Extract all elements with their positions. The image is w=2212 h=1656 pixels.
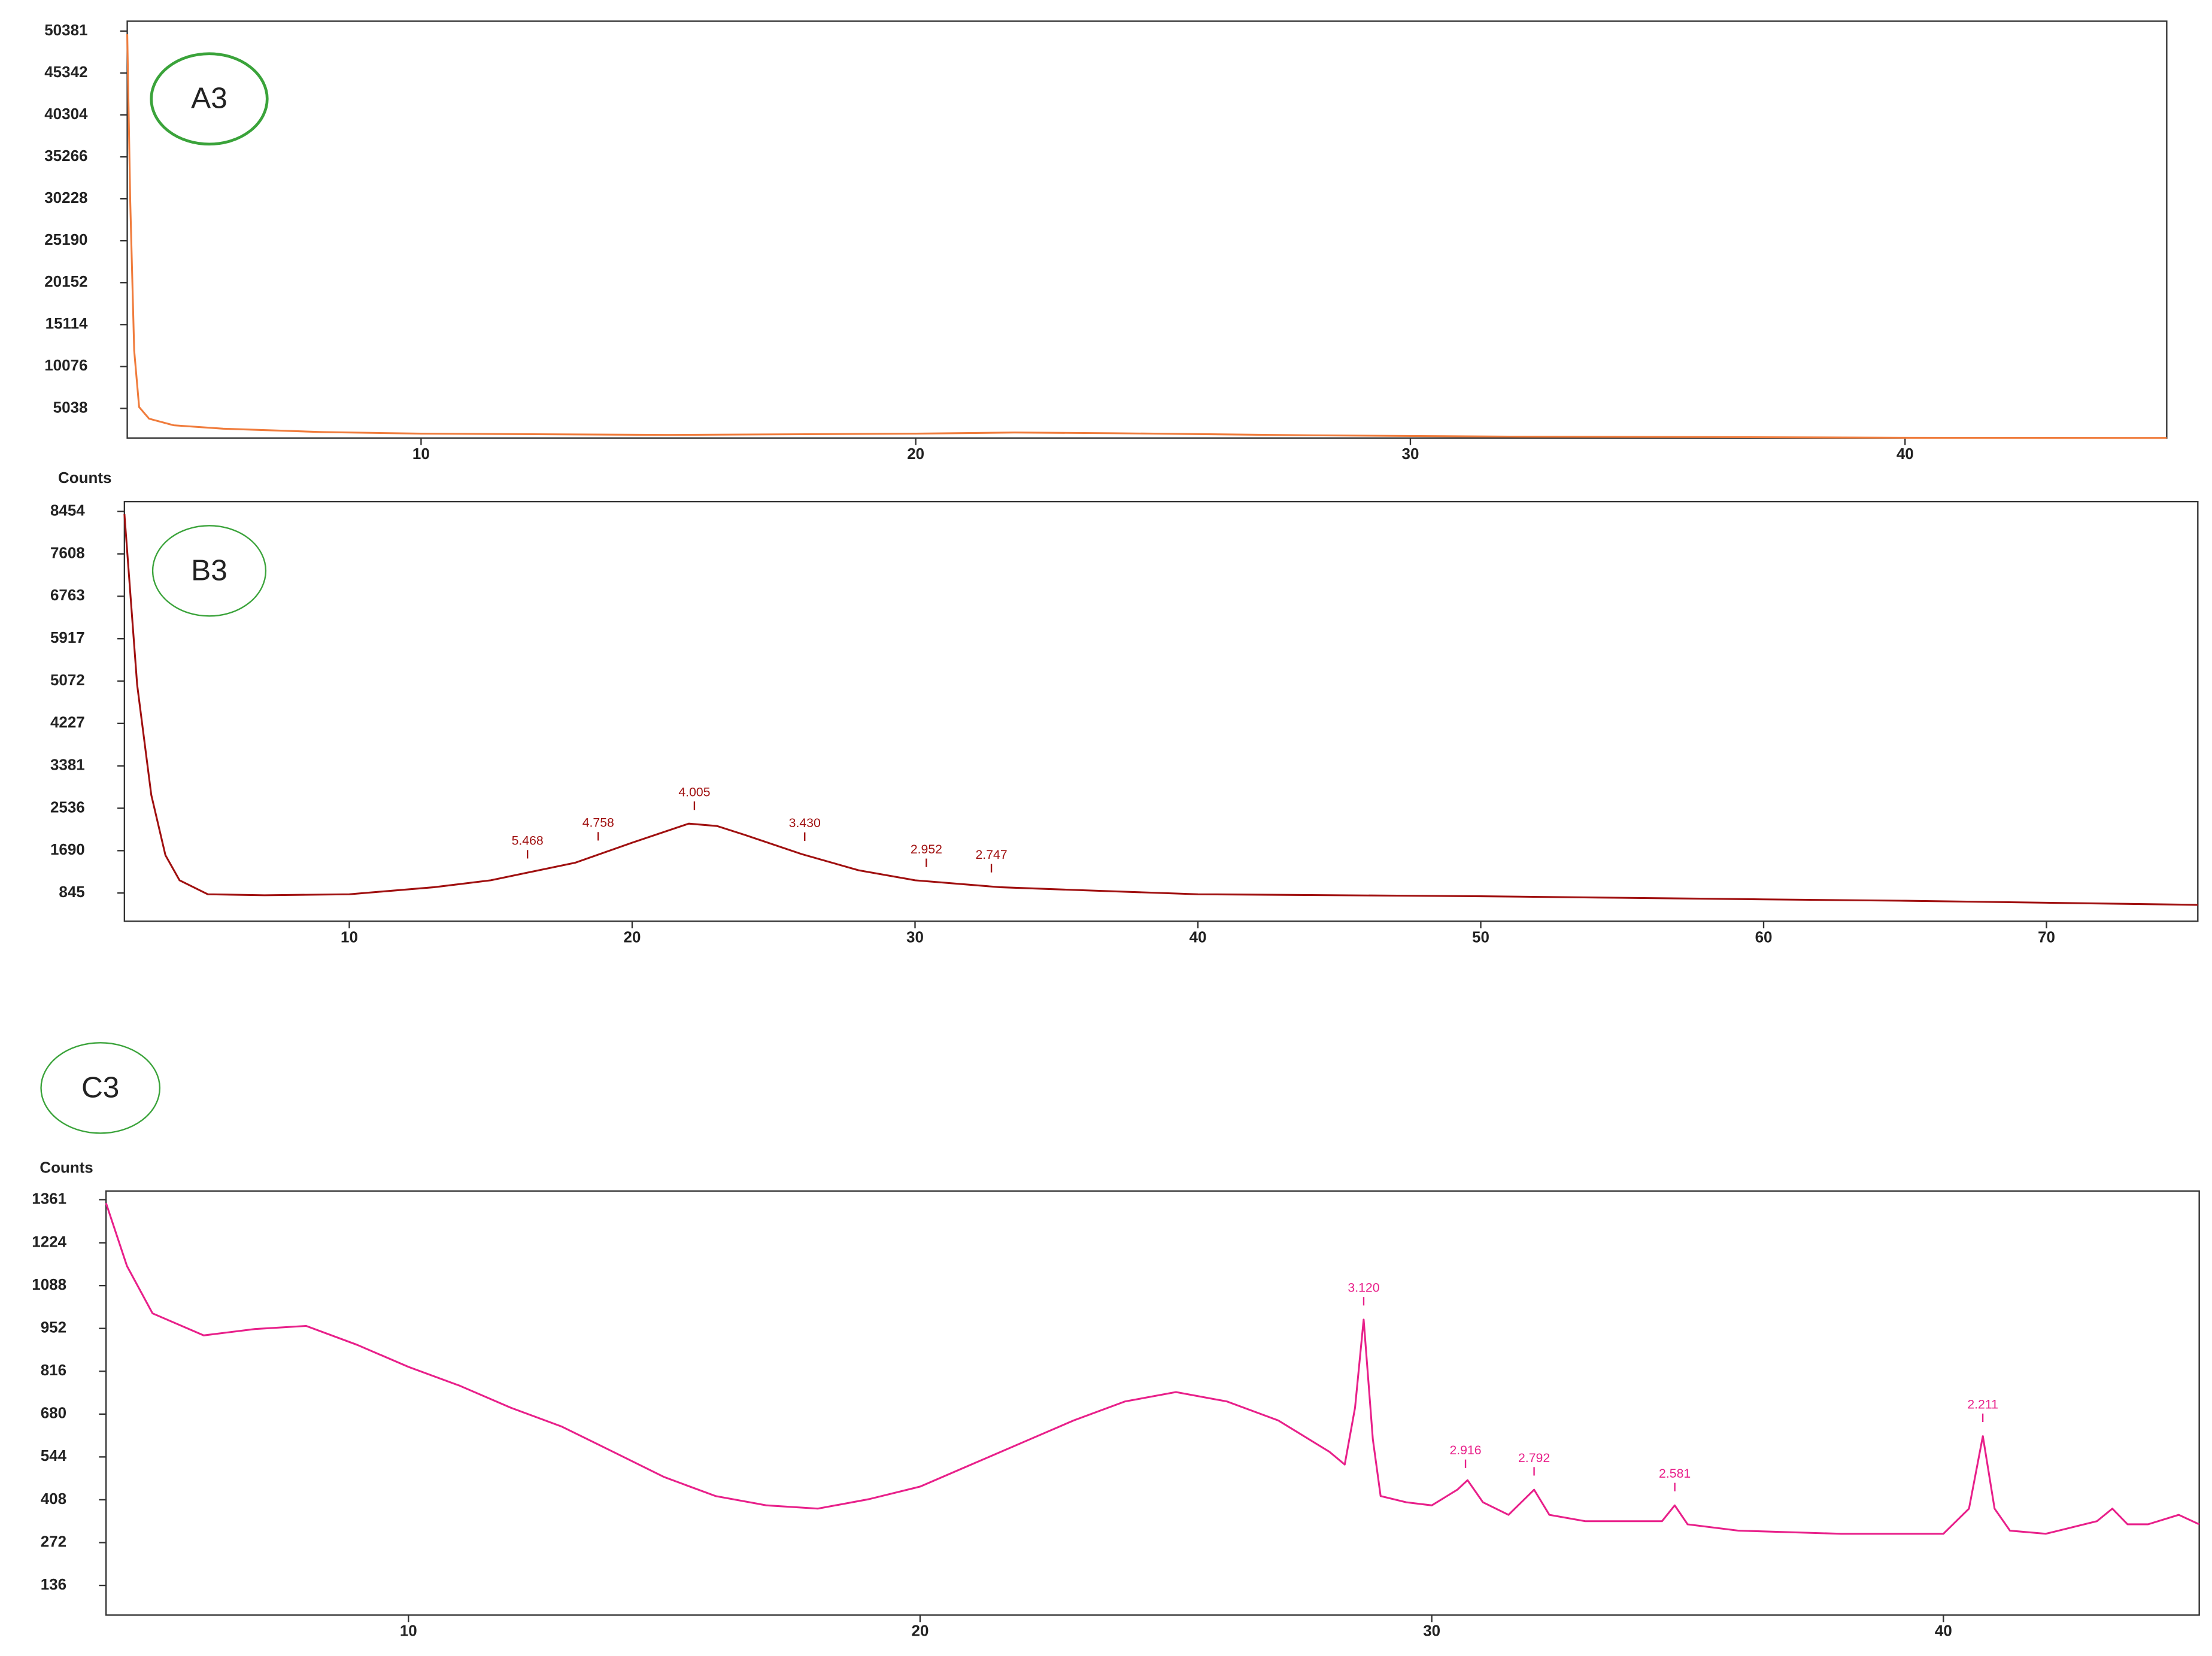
- y-tick-label: 40304: [44, 105, 88, 123]
- peak-label: 2.916: [1449, 1443, 1481, 1457]
- y-tick-label: 952: [41, 1318, 66, 1336]
- sample-label: C3: [81, 1070, 119, 1104]
- sample-circle: [150, 52, 269, 146]
- x-tick-label: 10: [412, 445, 430, 463]
- y-tick-label: 5072: [50, 671, 85, 689]
- peak-label: 2.211: [1967, 1397, 1998, 1411]
- data-line: [126, 34, 2167, 439]
- y-tick-label: 680: [41, 1404, 66, 1422]
- y-axis-label: Counts: [40, 1158, 93, 1176]
- y-tick-label: 4227: [50, 713, 85, 731]
- x-tick-label: 10: [341, 928, 358, 946]
- y-tick-label: 6763: [50, 586, 85, 604]
- x-tick-label: 20: [624, 928, 641, 946]
- x-tick-label: 20: [912, 1622, 929, 1640]
- y-tick-label: 8454: [50, 501, 85, 519]
- plot-frame: [105, 1190, 2200, 1616]
- x-tick-label: 40: [1935, 1622, 1952, 1640]
- data-line: [123, 514, 2198, 906]
- x-tick-label: 20: [907, 445, 924, 463]
- sample-label: B3: [191, 553, 227, 587]
- y-axis-label: Counts: [58, 469, 111, 487]
- y-tick-label: 408: [41, 1490, 66, 1508]
- y-tick-label: 50381: [44, 21, 87, 39]
- y-tick-label: 25190: [44, 230, 87, 248]
- peak-label: 4.758: [582, 816, 614, 830]
- x-tick-label: 70: [2038, 928, 2055, 946]
- y-tick-label: 1088: [32, 1275, 66, 1293]
- x-tick-label: 10: [400, 1622, 417, 1640]
- x-tick-label: 50: [1472, 928, 1489, 946]
- peak-label: 3.120: [1348, 1281, 1379, 1295]
- y-tick-label: 5917: [50, 628, 85, 646]
- y-tick-label: 1224: [32, 1232, 66, 1250]
- x-tick-label: 30: [906, 928, 924, 946]
- peak-label: 2.952: [911, 842, 942, 856]
- x-tick-label: 30: [1423, 1622, 1440, 1640]
- peak-label: 5.468: [512, 834, 544, 848]
- sample-label: A3: [191, 81, 227, 115]
- plot-frame: [123, 500, 2199, 922]
- y-tick-label: 5038: [53, 398, 88, 416]
- peak-label: 2.792: [1518, 1451, 1550, 1465]
- data-line: [105, 1202, 2200, 1535]
- y-tick-label: 816: [41, 1361, 66, 1379]
- y-tick-label: 10076: [44, 356, 87, 374]
- y-tick-label: 272: [41, 1532, 66, 1550]
- sample-circle: [40, 1042, 161, 1134]
- peak-label: 2.581: [1659, 1466, 1691, 1481]
- y-tick-label: 20152: [44, 272, 87, 290]
- plot-frame: [126, 20, 2168, 439]
- y-tick-label: 7608: [50, 543, 85, 561]
- y-tick-label: 2536: [50, 798, 85, 816]
- y-tick-label: 30228: [44, 189, 87, 206]
- x-tick-label: 60: [1755, 928, 1773, 946]
- peak-label: 2.747: [976, 847, 1008, 862]
- x-tick-label: 40: [1190, 928, 1207, 946]
- y-tick-label: 15114: [45, 314, 88, 332]
- y-tick-label: 1690: [50, 840, 85, 858]
- y-tick-label: 35266: [44, 147, 87, 165]
- y-tick-label: 45342: [44, 63, 87, 81]
- x-tick-label: 40: [1897, 445, 1914, 463]
- x-tick-label: 30: [1402, 445, 1419, 463]
- y-tick-label: 3381: [50, 756, 85, 774]
- y-tick-label: 1361: [32, 1189, 66, 1207]
- peak-label: 3.430: [789, 816, 821, 830]
- y-tick-label: 136: [41, 1575, 66, 1593]
- y-tick-label: 845: [59, 883, 84, 901]
- peak-label: 4.005: [678, 785, 710, 800]
- y-tick-label: 544: [41, 1447, 67, 1464]
- sample-circle: [151, 525, 267, 617]
